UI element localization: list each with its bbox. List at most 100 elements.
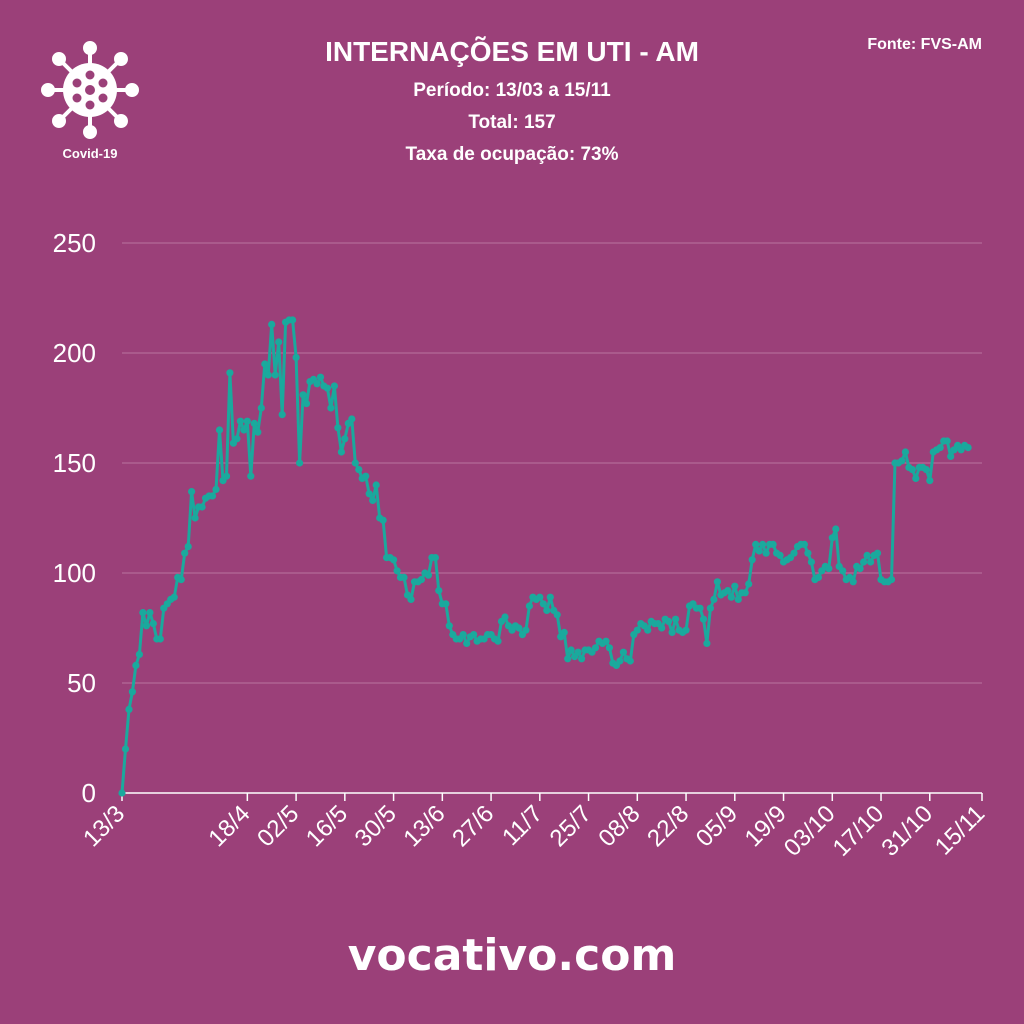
data-point	[132, 661, 140, 670]
x-tick-label: 27/6	[447, 800, 499, 852]
x-tick-label: 25/7	[545, 800, 597, 852]
data-point	[327, 404, 335, 412]
y-tick-label: 50	[67, 668, 96, 698]
series-line-0	[120, 318, 969, 794]
y-tick-label: 200	[53, 338, 96, 368]
data-point	[762, 549, 770, 557]
data-point	[591, 644, 600, 652]
data-point	[278, 411, 286, 419]
data-point	[198, 503, 206, 511]
data-point	[501, 613, 509, 621]
data-point	[564, 655, 572, 663]
source-text: Fonte: FVS-AM	[867, 36, 982, 53]
data-point	[922, 466, 930, 474]
data-point	[299, 391, 307, 399]
data-point	[181, 549, 189, 557]
data-point	[800, 540, 809, 549]
data-point	[605, 644, 614, 652]
data-point	[215, 426, 224, 434]
y-tick-label: 0	[82, 778, 96, 808]
data-point	[289, 316, 297, 324]
x-tick-label: 18/4	[203, 800, 255, 852]
data-point	[863, 551, 871, 560]
data-point	[713, 578, 722, 586]
data-point	[372, 481, 380, 489]
data-point	[901, 448, 910, 456]
data-point	[292, 353, 300, 361]
y-tick-label: 150	[53, 448, 96, 478]
data-point	[445, 622, 453, 630]
data-point	[926, 477, 934, 485]
data-point	[170, 593, 178, 601]
data-point	[699, 615, 708, 623]
footer-site: vocativo.com	[347, 930, 677, 981]
data-point	[177, 576, 185, 584]
data-point	[128, 688, 136, 696]
data-point	[543, 606, 551, 615]
data-point	[887, 576, 896, 584]
data-point	[546, 593, 554, 601]
data-point	[424, 571, 432, 579]
data-point	[828, 534, 836, 542]
data-point	[334, 424, 342, 432]
data-point	[118, 789, 126, 797]
y-tick-label: 250	[53, 228, 96, 258]
data-point	[626, 657, 634, 665]
x-tick-label: 02/5	[252, 800, 304, 852]
y-axis-ticks: 0 50 100 150 200 250	[53, 228, 96, 808]
data-point	[390, 556, 398, 564]
data-point	[316, 373, 325, 381]
data-point	[341, 435, 349, 443]
data-point	[755, 547, 763, 555]
x-tick-label: 03/10	[779, 800, 841, 862]
logo-label: Covid-19	[62, 146, 118, 161]
x-tick-label: 31/10	[876, 800, 938, 862]
data-point	[264, 371, 272, 379]
data-point	[515, 624, 523, 632]
data-point	[860, 558, 868, 566]
data-point	[222, 472, 231, 480]
data-point	[355, 466, 363, 474]
data-point	[574, 648, 582, 656]
total-text: Total: 157	[468, 112, 556, 133]
data-point	[964, 444, 972, 452]
x-tick-label: 05/9	[691, 800, 743, 852]
data-point	[936, 444, 944, 452]
data-point	[351, 459, 359, 467]
data-point	[254, 428, 262, 436]
data-point	[849, 578, 857, 586]
data-point	[212, 485, 220, 493]
data-point	[337, 448, 345, 456]
data-point	[125, 705, 133, 714]
data-point	[560, 628, 568, 637]
data-point	[226, 369, 234, 377]
data-point	[644, 626, 652, 634]
data-point	[431, 554, 439, 562]
data-point	[435, 587, 443, 595]
data-point	[348, 415, 356, 423]
data-point	[208, 492, 217, 500]
data-point	[943, 437, 951, 445]
data-point	[553, 611, 561, 619]
data-point	[665, 617, 673, 626]
data-point	[748, 556, 756, 564]
data-point	[135, 650, 143, 659]
data-point	[156, 635, 164, 643]
data-point	[463, 639, 471, 648]
covid-logo: Covid-19	[40, 40, 140, 161]
data-point	[323, 384, 331, 392]
data-point	[776, 551, 784, 560]
data-point	[741, 589, 749, 597]
data-point	[752, 540, 760, 549]
data-point	[362, 472, 370, 480]
data-point	[236, 417, 244, 425]
data-point	[804, 549, 812, 557]
data-point	[240, 426, 248, 434]
x-tick-label: 15/11	[930, 800, 990, 860]
data-point	[658, 624, 666, 632]
data-point	[442, 600, 450, 608]
data-point	[731, 582, 739, 590]
data-point	[696, 604, 704, 612]
data-point	[734, 595, 742, 604]
y-tick-label: 100	[53, 558, 96, 588]
